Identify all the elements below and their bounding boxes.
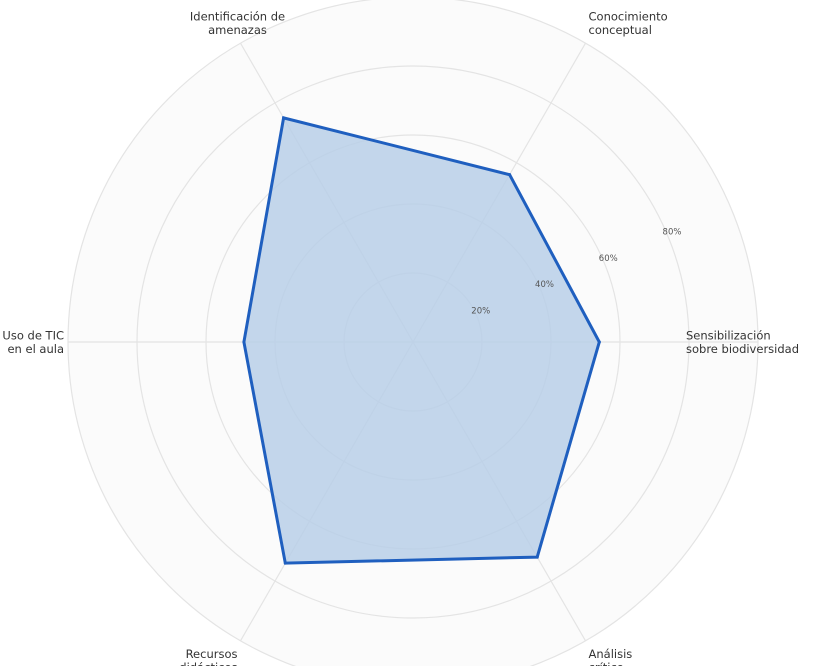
radar-data-point [242, 340, 246, 344]
axis-label: Recursosdidácticosinteractivos [170, 647, 238, 666]
radar-data-point [508, 173, 512, 177]
axis-label: Uso de TIC en el aula [2, 328, 64, 356]
radar-data-point [597, 340, 601, 344]
radial-tick-label: 80% [663, 227, 682, 237]
radial-tick-label: 60% [599, 254, 618, 264]
axis-label: Análisiscrítico [589, 647, 633, 666]
radar-data-point [283, 561, 287, 565]
radial-tick-label: 20% [471, 307, 490, 317]
axis-label: Identificación de amenazas [190, 10, 285, 38]
axis-label: Sensibilización sobre biodiversidad [686, 328, 799, 356]
radar-data-point [535, 555, 539, 559]
radial-tick-label: 40% [535, 280, 554, 290]
radar-data-point [282, 116, 286, 120]
axis-label: Conocimiento conceptual [589, 10, 668, 38]
